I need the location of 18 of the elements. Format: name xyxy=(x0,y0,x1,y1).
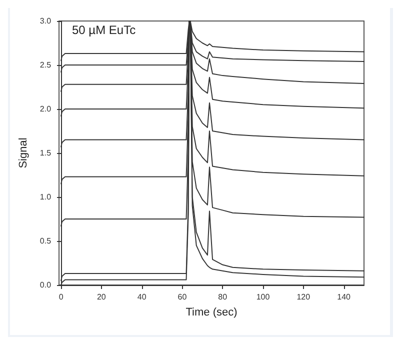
x-axis-title: Time (sec) xyxy=(186,306,238,318)
x-tick-label: 120 xyxy=(296,292,311,302)
y-tick-label: 0.5 xyxy=(40,236,52,246)
annotation: 50 µM EuTc xyxy=(72,23,136,37)
x-tick-label: 40 xyxy=(137,292,147,302)
x-tick-label: 80 xyxy=(218,292,228,302)
y-tick-label: 3.0 xyxy=(40,16,52,26)
x-tick-label: 0 xyxy=(58,292,64,302)
y-tick-label: 1.0 xyxy=(40,192,52,202)
y-tick-label: 1.5 xyxy=(40,148,52,158)
y-axis-title: Signal xyxy=(18,138,30,168)
x-tick-label: 60 xyxy=(178,292,188,302)
x-tick-label: 140 xyxy=(337,292,352,302)
x-tick-label: 100 xyxy=(256,292,270,302)
y-tick-label: 2.5 xyxy=(40,60,52,70)
y-tick-label: 2.0 xyxy=(40,104,52,114)
y-tick-label: 0.0 xyxy=(40,280,52,290)
x-tick-label: 20 xyxy=(96,292,106,302)
